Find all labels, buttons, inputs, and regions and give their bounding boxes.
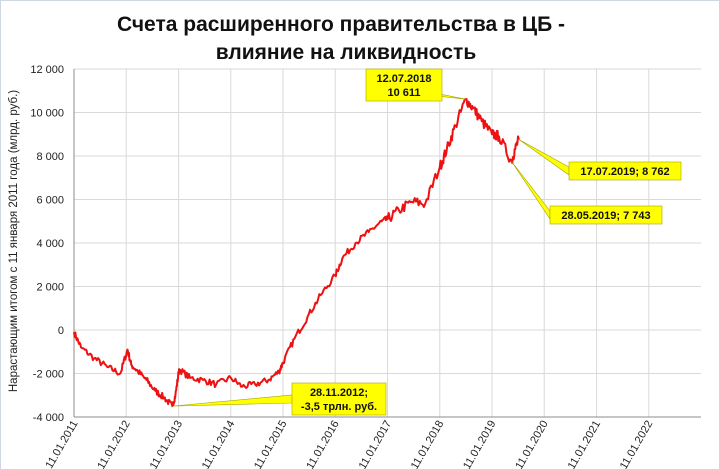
x-tick-label: 11.01.2014 [200,419,238,470]
annotations: 12.07.2018 10 611 17.07.2019; 8 762 28.05.2… [172,68,682,416]
annotation-box [365,68,443,102]
y-axis-label: Нарастающим итогом с 11 января 2011 года… [8,90,20,392]
y-tick-label: -4 000 [33,412,64,424]
annotation-callout: 28.05.2019; 7 743 [511,161,663,225]
annotation-callout: 28.11.2012; -3,5 трлн. руб. [172,382,387,416]
x-tick-label: 11.01.2022 [618,419,656,470]
y-tick-label: 6 000 [36,195,64,207]
y-tick-label: 12 000 [30,64,64,76]
chart-title-line-2: влияние на ликвидность [216,41,477,64]
annotation-pointer [172,394,293,407]
annotation-callout: 17.07.2019; 8 762 [518,139,682,181]
y-tick-labels: -4 000 -2 000 0 2 000 4 000 6 000 8 000 10 000 1… [30,64,64,424]
chart-title-line-1: Счета расширенного правительства в ЦБ - [117,13,565,36]
y-tick-label: -2 000 [33,369,64,381]
y-tick-label: 2 000 [36,282,64,294]
x-tick-label: 11.01.2021 [566,419,604,470]
annotation-box [568,161,682,181]
annotation-text: 28.11.2012; [310,387,368,399]
annotation-text: 17.07.2019; 8 762 [580,166,669,178]
x-tick-label: 11.01.2012 [95,419,133,470]
x-tick-label: 11.01.2011 [43,419,80,470]
annotation-text: -3,5 трлн. руб. [301,401,377,413]
x-tick-label: 11.01.2020 [513,419,551,470]
x-tick-label: 11.01.2016 [304,419,342,470]
y-tick-label: 10 000 [30,108,64,120]
annotation-text: 10 611 [387,87,420,99]
annotation-box [291,382,387,416]
y-tick-label: 8 000 [36,151,64,163]
x-tick-label: 11.01.2015 [252,419,290,470]
x-tick-labels: 11.01.2011 11.01.2012 11.01.2013 11.01.2014… [43,419,655,470]
series-line [73,98,520,408]
grid-lines [73,68,701,418]
annotation-callout: 12.07.2018 10 611 [365,68,466,102]
annotation-box [549,205,663,225]
x-tick-label: 11.01.2019 [461,419,499,470]
y-tick-label: 0 [58,325,64,337]
x-tick-label: 11.01.2018 [409,419,447,470]
annotation-text: 28.05.2019; 7 743 [561,210,650,222]
x-tick-label: 11.01.2017 [357,419,395,470]
x-tick-label: 11.01.2013 [148,419,186,470]
y-tick-label: 4 000 [36,238,64,250]
annotation-text: 12.07.2018 [376,73,431,85]
